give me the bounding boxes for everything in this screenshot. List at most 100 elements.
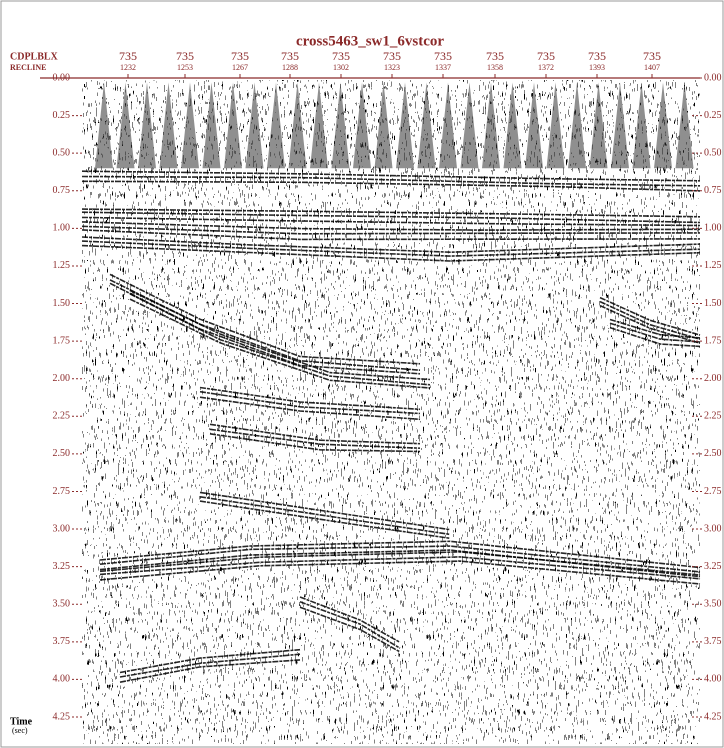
header-value: 735	[176, 49, 194, 63]
y-tick-label-right: 4.00	[704, 674, 722, 685]
reflector	[609, 318, 701, 339]
first-break	[654, 82, 672, 169]
y-tick-label-right: 1.00	[704, 223, 722, 234]
y-tick-label-right: 0.25	[704, 110, 722, 121]
header-value: 735	[332, 49, 350, 63]
reflector	[81, 236, 701, 254]
reflector	[609, 326, 701, 348]
y-tick-label-right: 3.00	[704, 523, 722, 534]
first-break	[224, 82, 242, 169]
y-tick-label: 3.25	[53, 561, 71, 572]
first-break	[568, 82, 586, 169]
reflector	[599, 300, 701, 340]
first-break	[611, 82, 629, 169]
y-tick-label-right: 3.50	[704, 599, 722, 610]
first-break	[589, 82, 608, 169]
first-break	[675, 82, 694, 169]
reflector	[119, 648, 301, 674]
first-break	[546, 82, 565, 169]
y-tick-label-right: 2.75	[704, 486, 722, 497]
first-break	[396, 82, 414, 169]
first-break	[181, 82, 199, 169]
first-break	[288, 82, 307, 169]
reflector	[199, 500, 451, 540]
first-break	[353, 82, 371, 169]
reflector	[81, 170, 701, 182]
y-tick-label: 0.50	[53, 147, 71, 158]
reflector	[81, 244, 701, 262]
y-tick-label: 1.00	[53, 223, 71, 234]
y-tick-label-right: 1.25	[704, 260, 722, 271]
header-value: 1288	[282, 63, 298, 72]
first-break	[202, 82, 221, 169]
header-value: 735	[537, 49, 555, 63]
reflector	[81, 229, 701, 241]
reflector	[299, 606, 401, 653]
reflector	[81, 221, 701, 231]
y-tick-label-right: 4.25	[704, 711, 722, 722]
header-row-label: CDPLBLX	[10, 51, 59, 62]
reflector	[119, 653, 301, 678]
y-tick-label: 3.50	[53, 599, 71, 610]
y-tick-label: 3.00	[53, 523, 71, 534]
reflector	[81, 180, 701, 192]
header-value: 1302	[333, 63, 349, 72]
header-value: 1372	[538, 63, 554, 72]
y-tick-label: 2.00	[53, 373, 71, 384]
reflector	[109, 282, 421, 375]
reflector	[99, 560, 701, 585]
reflector	[609, 322, 701, 343]
y-tick-label-right: 2.50	[704, 448, 722, 459]
header-value: 735	[486, 49, 504, 63]
y-tick-label: 1.50	[53, 298, 71, 309]
header-value: 1323	[384, 63, 400, 72]
reflector	[81, 175, 701, 187]
y-tick-label: 0.25	[53, 110, 71, 121]
y-label: Time	[10, 716, 33, 727]
reflector	[129, 289, 431, 381]
reflector	[81, 211, 701, 224]
y-tick-label: 0.75	[53, 185, 71, 196]
header-value: 1407	[644, 63, 660, 72]
y-tick-label: 2.50	[53, 448, 71, 459]
header-value: 735	[119, 49, 137, 63]
first-break	[632, 82, 651, 169]
y-tick-label: 2.25	[53, 411, 71, 422]
reflector	[599, 304, 701, 344]
header-value: 1337	[435, 63, 451, 72]
reflector	[99, 545, 701, 573]
header-row-label: RECLINE	[10, 63, 46, 72]
header-value: 735	[231, 49, 249, 63]
first-break	[138, 82, 156, 169]
chart-title: cross5463_sw1_6vstcor	[296, 33, 444, 49]
reflector	[199, 491, 451, 531]
reflector	[199, 390, 421, 415]
y-tick-label-right: 0.75	[704, 185, 722, 196]
y-unit: (sec)	[12, 726, 28, 735]
header-value: 735	[643, 49, 661, 63]
y-tick-label: 2.75	[53, 486, 71, 497]
first-break	[116, 82, 135, 169]
y-tick-label: 4.00	[53, 674, 71, 685]
first-break	[245, 82, 264, 169]
reflector	[99, 556, 701, 580]
header-value: 735	[281, 49, 299, 63]
first-break	[503, 82, 522, 169]
y-tick-label-right: 0.00	[704, 72, 722, 83]
reflector	[81, 225, 701, 235]
first-break	[460, 82, 479, 169]
y-tick-label: 1.25	[53, 260, 71, 271]
y-tick-label: 4.25	[53, 711, 71, 722]
reflector	[81, 216, 701, 227]
y-tick-label-right: 1.75	[704, 335, 722, 346]
seismic-section	[81, 80, 701, 744]
reflector	[109, 279, 421, 371]
reflector	[119, 659, 301, 683]
reflector	[199, 386, 421, 411]
reflector	[299, 596, 401, 643]
header-value: 1253	[177, 63, 193, 72]
first-break	[525, 82, 543, 169]
y-tick-label: 1.75	[53, 335, 71, 346]
